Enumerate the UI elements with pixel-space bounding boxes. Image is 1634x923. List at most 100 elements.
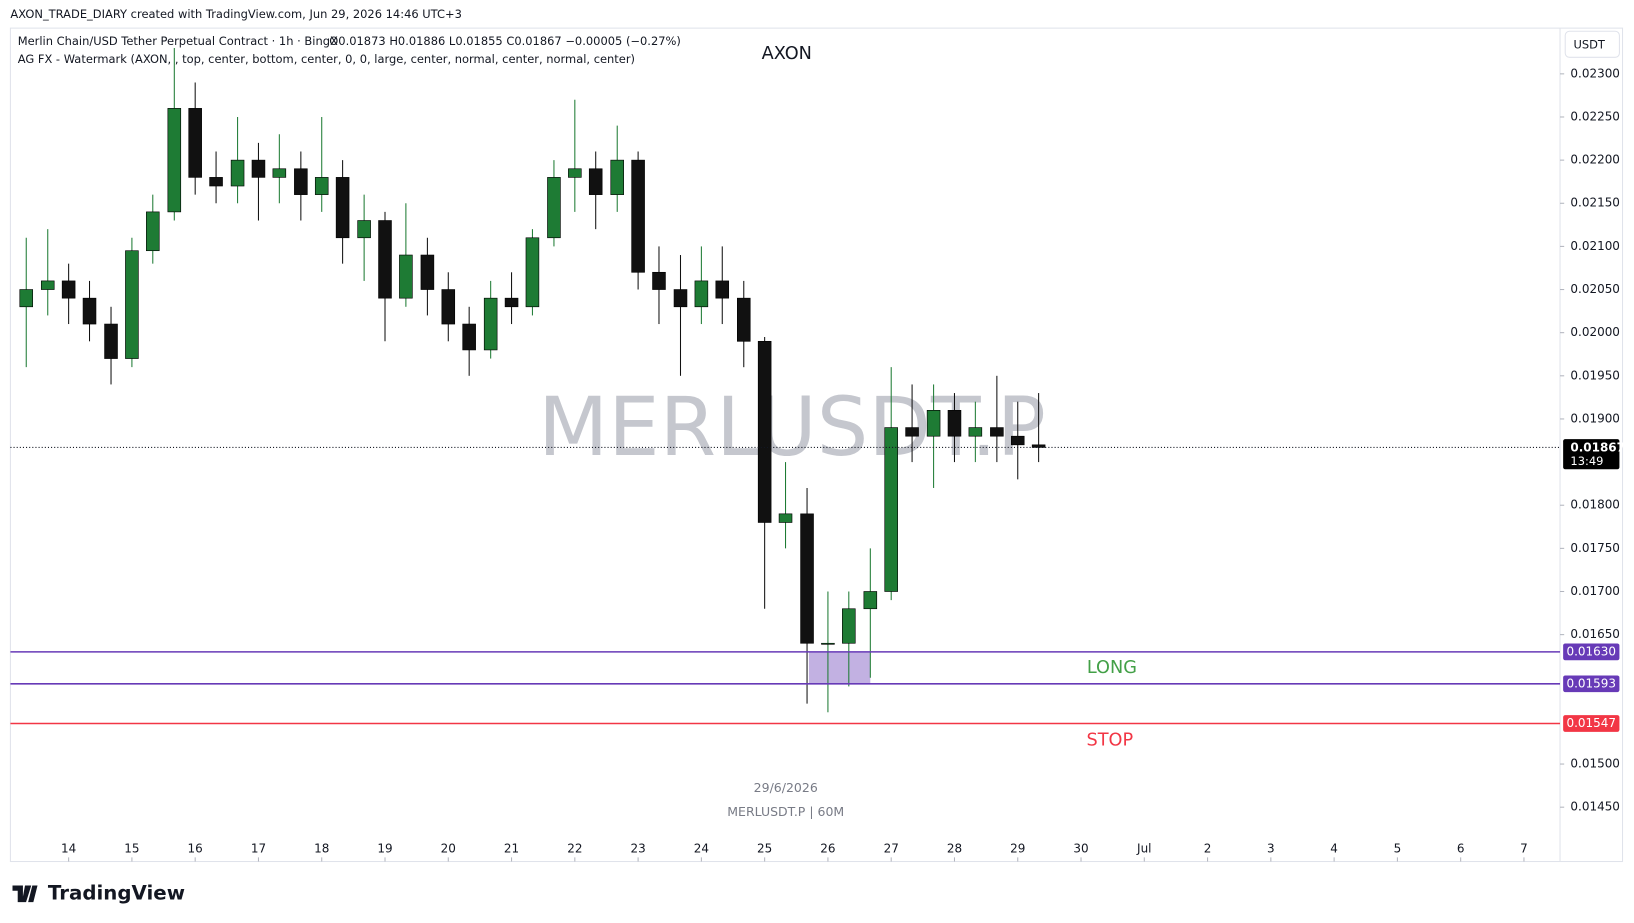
chart-frame (9, 27, 1624, 863)
last-price-tag (1563, 439, 1620, 470)
candle-body (188, 108, 202, 178)
y-tick-label: 0.01650 (1570, 627, 1620, 641)
candle-body (104, 323, 118, 359)
candle-body (694, 280, 709, 308)
x-tick-label: 20 (441, 842, 456, 856)
y-tick-label: 0.01700 (1570, 584, 1620, 598)
long-zone (808, 651, 871, 684)
x-tick-label: 4 (1330, 842, 1338, 856)
x-tick-label: 22 (567, 842, 582, 856)
logo-mark (12, 885, 38, 903)
x-tick-label: 18 (314, 842, 329, 856)
candle-body (146, 211, 160, 252)
price-level-tag (1563, 675, 1620, 693)
candle-body (990, 427, 1004, 437)
candle-body (631, 159, 645, 273)
candle-body (1010, 435, 1025, 446)
candle-body (926, 410, 941, 437)
currency-button[interactable] (1564, 30, 1620, 58)
y-tick-label: 0.01900 (1570, 411, 1620, 425)
candle-body (209, 177, 223, 187)
candle-body (483, 297, 498, 351)
candle-body (294, 168, 308, 195)
candle-body (19, 289, 34, 308)
x-tick-label: 19 (377, 842, 392, 856)
x-tick-label: 23 (630, 842, 645, 856)
last-price-label: 0.01867 (1570, 440, 1625, 454)
x-tick-label: 2 (1204, 842, 1212, 856)
x-tick-label: 15 (124, 842, 139, 856)
x-tick-label: Jul (1136, 842, 1151, 856)
logo: TradingView (12, 881, 185, 904)
x-tick-label: 24 (694, 842, 709, 856)
x-tick-label: 21 (504, 842, 519, 856)
x-tick-label: 30 (1073, 842, 1088, 856)
candle-body (441, 289, 456, 325)
candle-body (968, 427, 983, 437)
candle-body (399, 254, 413, 299)
x-tick-label: 7 (1520, 842, 1528, 856)
y-tick-label: 0.02150 (1570, 196, 1620, 210)
candle-body (757, 340, 772, 523)
candle-body (420, 254, 435, 290)
candle-body (905, 427, 919, 437)
candle-body (40, 280, 55, 290)
candle-body (884, 427, 898, 592)
credit: AXON_TRADE_DIARY created with TradingVie… (10, 7, 461, 21)
candle-body (525, 237, 540, 308)
y-tick-label: 0.02300 (1570, 66, 1620, 80)
candle-body (863, 591, 878, 610)
candle-body (715, 280, 730, 299)
candle-body (547, 177, 561, 239)
y-tick-label: 0.02100 (1570, 239, 1620, 253)
candle-body (588, 168, 603, 195)
candle-body (251, 159, 266, 178)
price-level-label: 0.01593 (1567, 676, 1617, 690)
annotation: STOP (1086, 731, 1133, 751)
candle-body (800, 513, 814, 644)
y-tick-label: 0.02000 (1570, 325, 1620, 339)
x-tick-label: 27 (884, 842, 899, 856)
candle-body (504, 297, 519, 308)
x-tick-label: 16 (188, 842, 203, 856)
x-tick-label: 17 (251, 842, 266, 856)
price-level-tag (1563, 715, 1620, 732)
candle-body (167, 108, 182, 213)
x-tick-label: 29 (1010, 842, 1025, 856)
candle-body (737, 297, 751, 342)
candle-body (61, 280, 76, 299)
y-tick-label: 0.01450 (1570, 800, 1620, 814)
watermark-top: AXON (762, 44, 812, 64)
candle-body (230, 159, 245, 187)
x-tick-label: 26 (820, 842, 835, 856)
watermark-interval: MERLUSDT.P | 60M (727, 804, 844, 819)
y-tick-label: 0.01800 (1570, 498, 1620, 512)
x-tick-label: 6 (1457, 842, 1465, 856)
indicator: AG FX - Watermark (AXON, , top, center, … (18, 52, 635, 66)
y-tick-label: 0.01750 (1570, 541, 1620, 555)
price-level-label: 0.01547 (1567, 716, 1617, 730)
ohlc: O0.01873 H0.01886 L0.01855 C0.01867 −0.0… (329, 34, 681, 48)
last-price-countdown: 13:49 (1570, 454, 1603, 468)
x-tick-label: 28 (947, 842, 962, 856)
candle-body (568, 168, 582, 178)
y-tick-label: 0.01500 (1570, 757, 1620, 771)
currency-label[interactable]: USDT (1573, 37, 1605, 51)
candle-body (125, 250, 139, 359)
symbol: Merlin Chain/USD Tether Perpetual Contra… (18, 34, 338, 48)
y-tick-label: 0.01950 (1570, 368, 1620, 382)
x-tick-label: 25 (757, 842, 772, 856)
candle-body (357, 220, 371, 239)
watermark-date: 29/6/2026 (754, 780, 818, 795)
price-level-label: 0.01630 (1567, 644, 1617, 658)
candle-body (673, 289, 688, 308)
candle-body (1031, 444, 1046, 448)
annotation: LONG (1087, 658, 1137, 678)
y-tick-label: 0.02250 (1570, 109, 1620, 123)
x-tick-label: 3 (1267, 842, 1275, 856)
candle-body (462, 323, 476, 351)
candle-body (272, 168, 287, 178)
